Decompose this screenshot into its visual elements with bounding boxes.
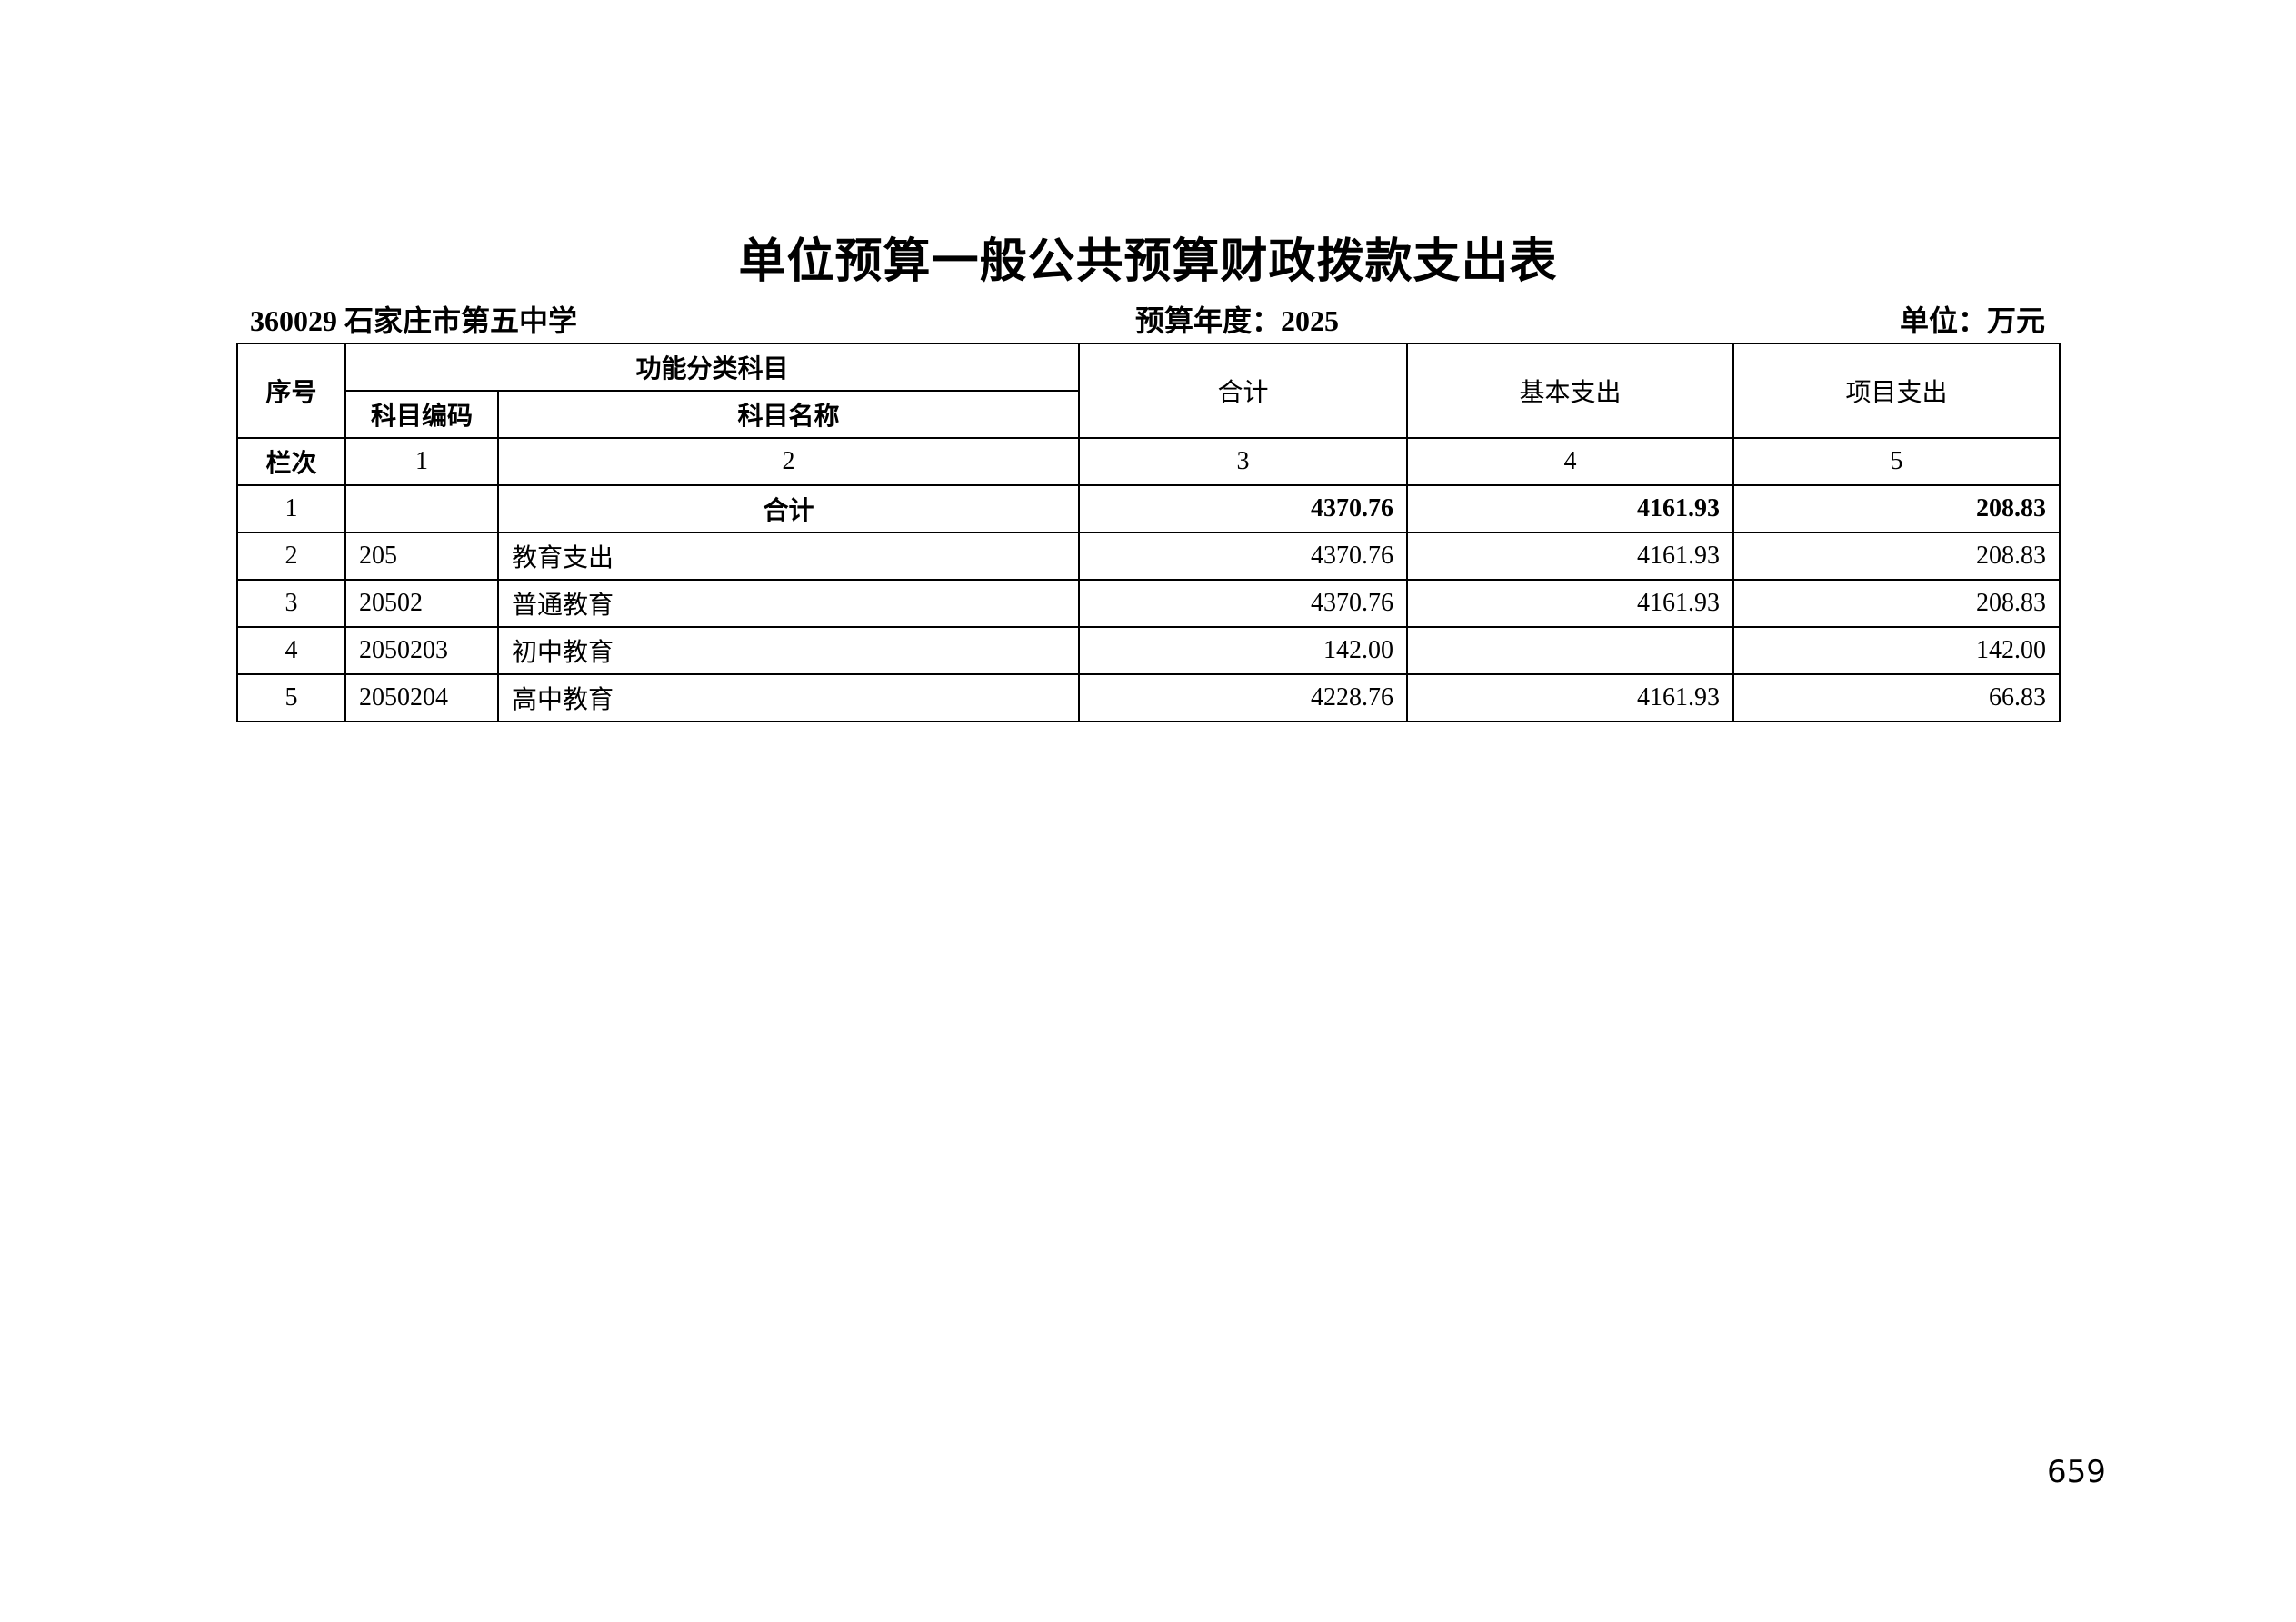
cell-code: 2050203 [344,626,499,675]
cell-basic: 4161.93 [1406,579,1735,628]
cell-total: 4370.76 [1078,532,1409,581]
cell-total: 142.00 [1078,626,1409,675]
cell-project: 66.83 [1732,673,2061,722]
table-row: 3 20502 普通教育 4370.76 4161.93 208.83 [236,579,2061,628]
header-total: 合计 [1078,343,1409,439]
column-index: 3 [1078,437,1409,486]
header-name: 科目名称 [496,390,1081,439]
column-index: 5 [1732,437,2061,486]
cell-code: 20502 [344,579,499,628]
cell-total: 4228.76 [1078,673,1409,722]
table-row: 2 205 教育支出 4370.76 4161.93 208.83 [236,532,2061,581]
cell-seq: 5 [236,673,346,722]
cell-project: 208.83 [1732,579,2061,628]
table-row: 5 2050204 高中教育 4228.76 4161.93 66.83 [236,673,2061,722]
subheader-row: 科目编码 科目名称 [237,390,2060,439]
cell-basic: 4161.93 [1406,484,1735,533]
header-seq: 序号 [236,343,346,439]
cell-basic: 4161.93 [1406,532,1735,581]
currency-unit: 单位：万元 [1899,304,2045,337]
cell-total: 4370.76 [1078,579,1409,628]
cell-name: 高中教育 [496,673,1081,722]
cell-name: 普通教育 [496,579,1081,628]
cell-code: 2050204 [344,673,499,722]
header-row: 序号 功能分类科目 合计 基本支出 项目支出 [236,343,2061,439]
header-category: 功能分类科目 [344,343,1081,392]
column-index: 1 [344,437,499,486]
column-index: 4 [1406,437,1735,486]
header-basic: 基本支出 [1406,343,1735,439]
cell-code: 205 [344,532,499,581]
cell-name: 初中教育 [496,626,1081,675]
header-project: 项目支出 [1732,343,2061,439]
header-code: 科目编码 [344,390,499,439]
cell-project: 208.83 [1732,484,2061,533]
cell-seq: 3 [236,579,346,628]
cell-basic: 4161.93 [1406,673,1735,722]
page-title: 单位预算一般公共预算财政拨款支出表 [738,236,1558,288]
cell-code [344,484,499,533]
cell-seq: 1 [236,484,346,533]
cell-basic [1406,626,1735,675]
cell-project: 142.00 [1732,626,2061,675]
column-index-row: 栏次 1 2 3 4 5 [236,437,2061,486]
cell-name: 合计 [496,484,1081,533]
cell-name: 教育支出 [496,532,1081,581]
cell-seq: 4 [236,626,346,675]
page-number: 659 [2047,1454,2106,1490]
column-index-label: 栏次 [236,437,346,486]
cell-project: 208.83 [1732,532,2061,581]
cell-total: 4370.76 [1078,484,1409,533]
table-row: 4 2050203 初中教育 142.00 142.00 [236,626,2061,675]
expenditure-table: 序号 功能分类科目 合计 基本支出 项目支出 科目编码 科目名称 栏次 1 2 … [236,343,2061,722]
budget-year: 预算年度：2025 [1135,304,1340,337]
cell-seq: 2 [236,532,346,581]
unit-name: 360029 石家庄市第五中学 [250,304,578,337]
column-index: 2 [496,437,1081,486]
table-row: 1 合计 4370.76 4161.93 208.83 [236,484,2061,533]
